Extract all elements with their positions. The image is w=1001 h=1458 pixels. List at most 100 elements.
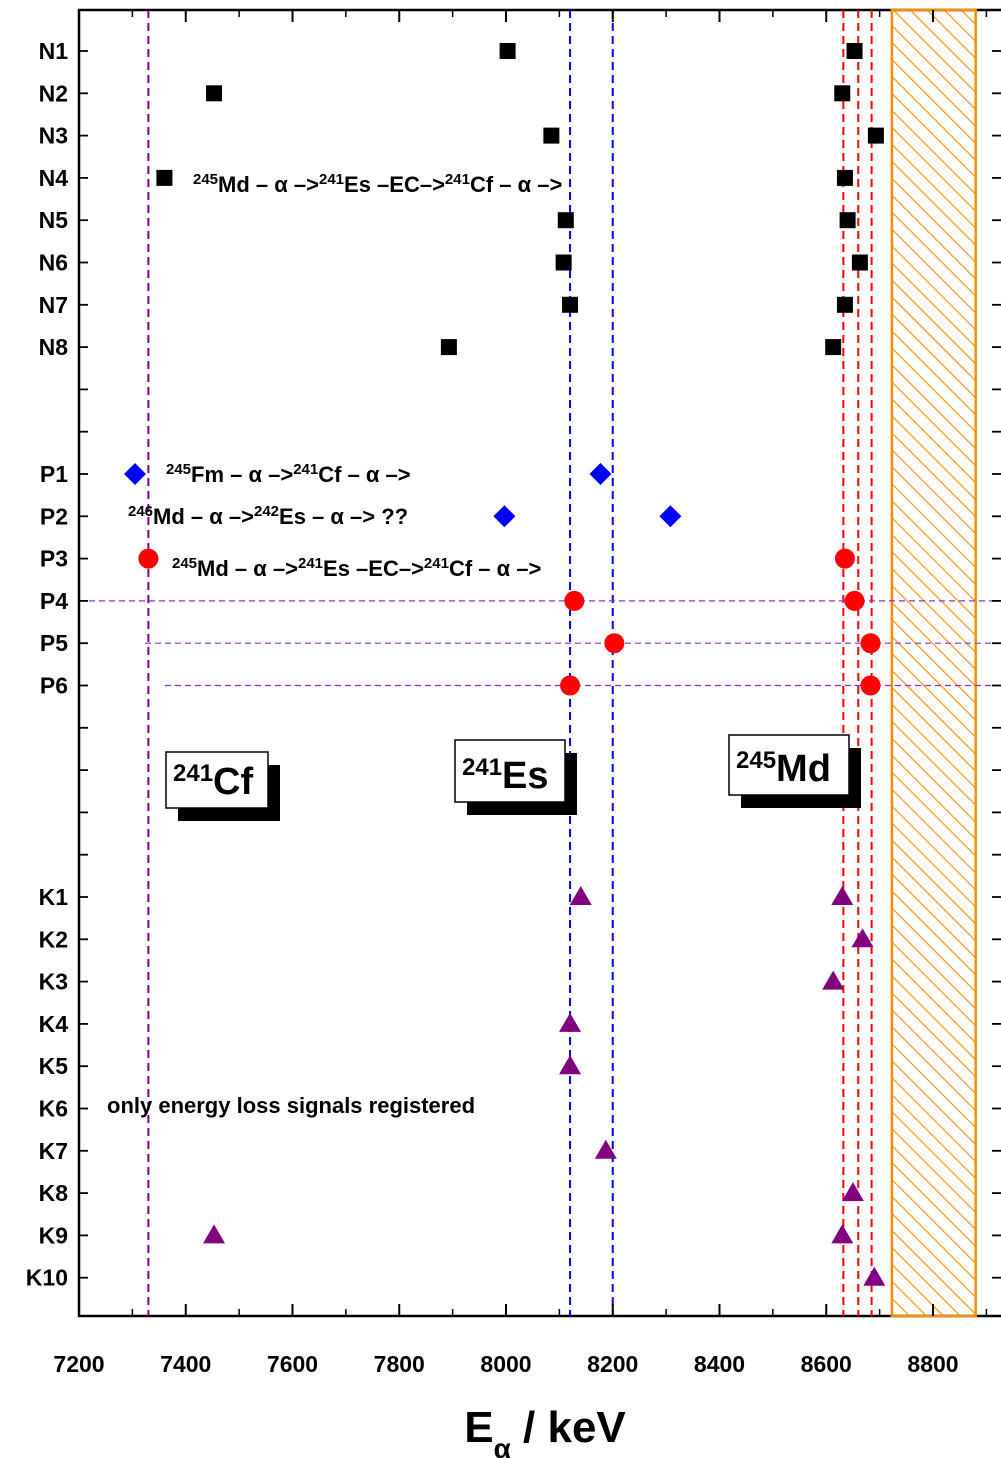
mass-number: 242 (254, 503, 279, 520)
row-label: K6 (39, 1096, 68, 1122)
nuclide-label: 245Md (736, 747, 831, 791)
data-point-triangle (863, 1266, 886, 1286)
row-label: N3 (39, 123, 68, 149)
nuclide-label: 241Cf (173, 760, 253, 804)
data-point-diamond (124, 463, 147, 485)
row-label: K4 (39, 1011, 69, 1037)
x-tick-label: 7800 (374, 1351, 425, 1377)
mass-number: 245 (172, 555, 197, 572)
data-point-circle (560, 675, 581, 696)
nuclide-box (728, 734, 850, 796)
annotation-text: Md – α –> (197, 556, 298, 581)
data-point-square (851, 254, 868, 271)
x-axis-symbol: E (464, 1403, 493, 1452)
row-label: N8 (39, 334, 69, 360)
data-point-square (206, 85, 223, 102)
row-label: P3 (40, 546, 68, 572)
data-point-diamond (589, 463, 612, 485)
annotation-text: Md – α –> (153, 504, 254, 529)
row-label: N1 (39, 38, 69, 64)
data-point-square (543, 127, 560, 144)
row-label: K5 (39, 1053, 69, 1079)
data-point-triangle (831, 1224, 854, 1244)
nuclide-box (454, 739, 566, 803)
row-label: K2 (39, 926, 68, 952)
data-point-circle (604, 633, 625, 654)
data-point-triangle (203, 1224, 226, 1244)
annotation-text: Cf – α –> (449, 556, 541, 581)
data-point-triangle (569, 886, 592, 905)
mass-number: 245 (736, 747, 776, 774)
mass-number: 241 (424, 555, 449, 572)
x-tick-label: 8400 (694, 1351, 745, 1377)
mass-number: 241 (173, 760, 213, 787)
data-point-square (557, 212, 574, 229)
data-point-square (156, 169, 173, 186)
data-point-triangle (822, 970, 845, 990)
data-point-square (499, 43, 516, 59)
decay-annotation: only energy loss signals registered (107, 1093, 475, 1118)
row-label: K10 (26, 1265, 68, 1291)
data-point-square (836, 296, 853, 313)
data-point-circle (844, 590, 865, 611)
mass-number: 245 (166, 461, 191, 478)
row-label: N2 (39, 80, 68, 106)
decay-annotation: 245Fm – α –>241Cf – α –> (166, 461, 411, 488)
mass-number: 241 (298, 555, 323, 572)
data-point-triangle (559, 1012, 582, 1032)
data-point-square (562, 296, 579, 313)
x-tick-label: 8600 (801, 1351, 852, 1377)
data-point-square (846, 43, 863, 59)
x-tick-label: 7600 (267, 1351, 318, 1377)
plot-frame (77, 8, 1001, 1318)
data-point-circle (860, 675, 881, 696)
row-label: P1 (40, 461, 68, 487)
data-point-square (834, 85, 851, 102)
x-tick-label: 7200 (53, 1351, 104, 1377)
row-label: K1 (39, 884, 69, 910)
annotation-text: Fm – α –> (191, 462, 293, 487)
data-point-triangle (831, 886, 854, 905)
data-point-circle (860, 633, 881, 654)
decay-annotation: 245Md – α –>241Es –EC–>241Cf – α –> (193, 171, 562, 198)
mass-number: 245 (193, 171, 218, 188)
data-point-diamond (659, 505, 682, 528)
data-point-circle (138, 548, 159, 569)
data-point-triangle (594, 1139, 617, 1159)
row-label: N6 (39, 250, 68, 276)
row-label: K7 (39, 1138, 68, 1164)
row-label: P6 (40, 673, 68, 699)
nuclide-label: 241Es (462, 754, 549, 798)
mass-number: 241 (445, 171, 470, 188)
row-label: N7 (39, 292, 68, 318)
data-point-circle (564, 590, 585, 611)
element-symbol: Cf (213, 761, 253, 803)
row-label: N4 (39, 165, 69, 191)
annotation-text: Es –EC–> (344, 172, 445, 197)
annotation-text: Cf – α –> (318, 462, 410, 487)
annotation-text: Es – α –> ?? (279, 504, 408, 529)
x-axis-label: Eα / keV (464, 1403, 626, 1458)
hatched-band (890, 8, 977, 1318)
decay-annotation: 246Md – α –>242Es – α –> ?? (128, 503, 408, 530)
mass-number: 241 (462, 754, 502, 781)
data-point-diamond (493, 505, 516, 528)
data-point-square (836, 169, 853, 186)
mass-number: 246 (128, 503, 153, 520)
row-label: P4 (40, 588, 68, 614)
x-axis-unit: / keV (511, 1403, 627, 1452)
annotation-text: Md – α –> (218, 172, 319, 197)
data-point-square (839, 212, 856, 229)
data-point-triangle (841, 1182, 864, 1202)
data-point-triangle (851, 928, 874, 948)
nuclide-box (165, 751, 269, 809)
x-tick-label: 8000 (480, 1351, 531, 1377)
decay-annotation: 245Md – α –>241Es –EC–>241Cf – α –> (172, 555, 541, 582)
annotation-text: Es –EC–> (323, 556, 424, 581)
mass-number: 241 (319, 171, 344, 188)
data-point-square (825, 339, 842, 356)
x-axis-subscript: α (494, 1433, 511, 1458)
annotation-text: Cf – α –> (470, 172, 562, 197)
row-label: P5 (40, 630, 68, 656)
